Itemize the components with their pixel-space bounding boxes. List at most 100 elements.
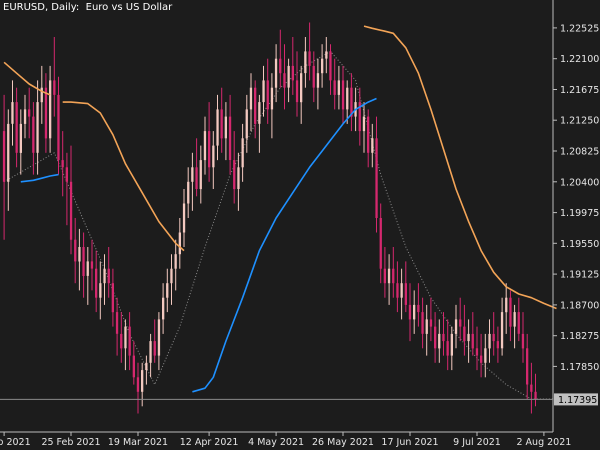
candle bbox=[383, 247, 386, 298]
candle-body bbox=[526, 348, 529, 385]
candle bbox=[36, 80, 39, 175]
candle-body bbox=[362, 116, 366, 132]
candle bbox=[61, 131, 64, 197]
candle-body bbox=[304, 51, 307, 74]
candle-body bbox=[434, 326, 437, 349]
candle-body bbox=[120, 333, 123, 349]
candle bbox=[228, 94, 232, 175]
candle bbox=[216, 94, 219, 161]
candle bbox=[488, 319, 491, 363]
candle bbox=[434, 312, 437, 363]
candle bbox=[325, 37, 328, 74]
candle-body bbox=[379, 218, 382, 269]
candle bbox=[249, 73, 253, 132]
candle bbox=[245, 94, 248, 153]
candle-body bbox=[86, 261, 89, 276]
moving-average-segment bbox=[20, 173, 59, 183]
candle-body bbox=[517, 312, 520, 334]
candle bbox=[375, 116, 378, 233]
candle bbox=[530, 362, 533, 414]
candle-body bbox=[15, 102, 18, 153]
x-tick-label: 4 May 2021 bbox=[248, 437, 304, 448]
candle bbox=[124, 319, 127, 371]
candle-body bbox=[49, 80, 52, 139]
candle-body bbox=[195, 167, 198, 189]
candle bbox=[170, 254, 173, 305]
y-tick-label: 1.20400 bbox=[560, 177, 599, 188]
chart-header: EURUSD, Daily: Euro vs US Dollar bbox=[3, 2, 172, 13]
candle bbox=[40, 65, 43, 124]
candle bbox=[208, 102, 211, 182]
candle bbox=[367, 109, 370, 168]
x-tick-label: 26 May 2021 bbox=[312, 437, 374, 448]
candle bbox=[454, 304, 458, 349]
candle bbox=[408, 283, 412, 342]
candle-body bbox=[358, 102, 361, 132]
candle bbox=[69, 145, 73, 255]
candle-body bbox=[40, 87, 43, 103]
candle-body bbox=[266, 80, 269, 110]
candle bbox=[421, 297, 424, 349]
candle bbox=[387, 254, 391, 305]
symbol-timeframe: EURUSD, Daily: bbox=[3, 2, 80, 13]
candle-body bbox=[475, 348, 479, 356]
y-tick-label: 1.17850 bbox=[560, 362, 599, 373]
candle bbox=[492, 312, 495, 356]
candle-body bbox=[404, 283, 407, 305]
candle-body bbox=[187, 181, 190, 204]
candle bbox=[358, 87, 361, 146]
candle bbox=[333, 58, 336, 110]
candle bbox=[262, 65, 265, 117]
candle bbox=[44, 73, 48, 153]
candle-body bbox=[270, 87, 274, 110]
candle-body bbox=[170, 268, 173, 284]
candle-body bbox=[421, 312, 424, 334]
candle bbox=[517, 297, 520, 342]
candle bbox=[258, 94, 261, 153]
candle bbox=[513, 304, 516, 349]
y-tick-label: 1.21675 bbox=[560, 85, 599, 96]
x-tick-label: 3 Feb 2021 bbox=[0, 437, 31, 448]
candle-body bbox=[103, 268, 106, 284]
candle-body bbox=[99, 283, 102, 298]
candle bbox=[337, 65, 340, 110]
candle-body bbox=[208, 131, 211, 168]
candle-body bbox=[341, 80, 345, 110]
candle-body bbox=[392, 268, 395, 284]
moving-average-segment bbox=[363, 25, 557, 310]
candle bbox=[346, 80, 349, 124]
candle bbox=[115, 297, 119, 356]
candle bbox=[103, 254, 106, 305]
candle bbox=[178, 218, 181, 269]
candle bbox=[174, 239, 177, 291]
candle-body bbox=[291, 65, 294, 81]
candle bbox=[463, 304, 466, 356]
symbol-description: Euro vs US Dollar bbox=[85, 2, 173, 13]
candle bbox=[82, 232, 85, 298]
candle-body bbox=[132, 355, 135, 378]
candle-body bbox=[417, 304, 420, 313]
candle bbox=[49, 65, 52, 153]
candle bbox=[254, 80, 257, 139]
candle-body bbox=[325, 51, 328, 59]
candle bbox=[371, 123, 374, 168]
candle-body bbox=[65, 167, 68, 182]
candle bbox=[295, 51, 299, 117]
candle bbox=[220, 87, 223, 153]
candle bbox=[316, 58, 320, 110]
candle bbox=[480, 333, 483, 378]
candle bbox=[11, 80, 14, 146]
x-tick-label: 12 Apr 2021 bbox=[180, 437, 239, 448]
candle bbox=[341, 65, 345, 124]
moving-average-segment bbox=[62, 101, 185, 252]
candle bbox=[321, 44, 324, 88]
candle-body bbox=[90, 261, 94, 269]
candle-body bbox=[124, 326, 127, 349]
candle bbox=[32, 102, 35, 175]
candle bbox=[212, 131, 215, 189]
candle-body bbox=[224, 116, 227, 139]
current-price-box bbox=[554, 393, 598, 406]
candle bbox=[57, 76, 60, 175]
candle-body bbox=[199, 160, 202, 190]
candle bbox=[90, 239, 94, 291]
